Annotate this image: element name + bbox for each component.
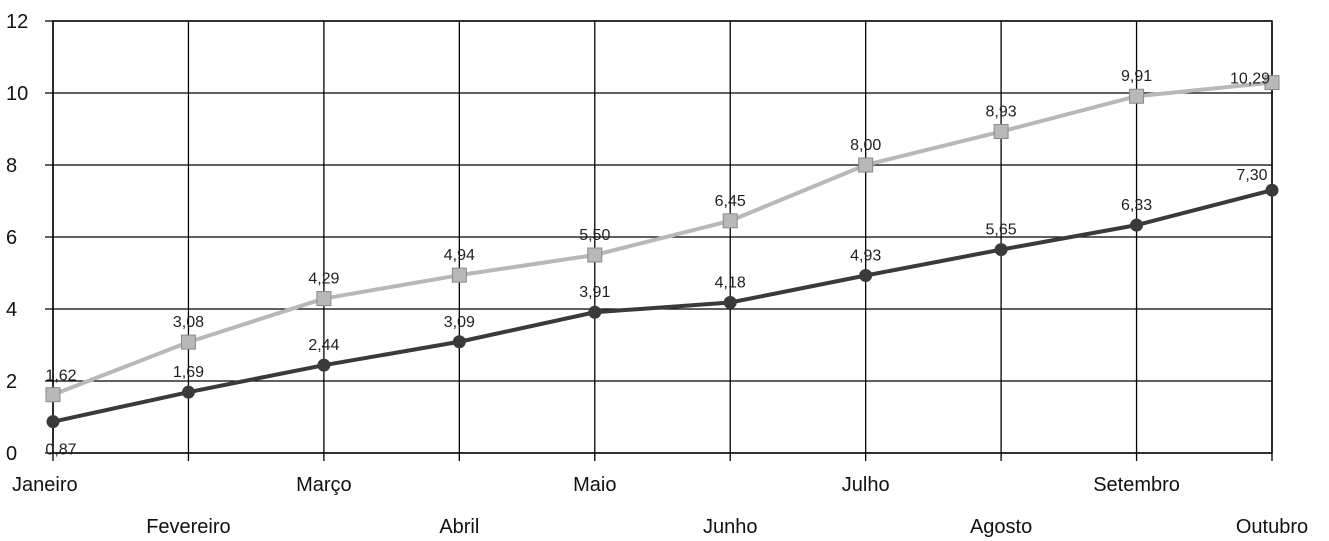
data-point bbox=[181, 335, 195, 349]
data-label: 5,50 bbox=[579, 227, 610, 244]
data-label: 7,30 bbox=[1236, 167, 1267, 184]
data-point bbox=[724, 296, 737, 309]
data-label: 4,29 bbox=[308, 271, 339, 288]
data-point bbox=[1266, 184, 1279, 197]
data-label: 2,44 bbox=[308, 337, 339, 354]
data-label: 8,93 bbox=[986, 104, 1017, 121]
x-tick-label: Janeiro bbox=[12, 474, 78, 496]
data-point bbox=[1130, 219, 1143, 232]
data-label: 4,18 bbox=[715, 275, 746, 292]
data-label: 3,09 bbox=[444, 314, 475, 331]
data-label: 0,87 bbox=[45, 442, 76, 459]
x-tick-label: Outubro bbox=[1236, 516, 1308, 538]
data-point bbox=[452, 268, 466, 282]
data-point bbox=[1130, 89, 1144, 103]
data-point bbox=[995, 243, 1008, 256]
data-label: 1,69 bbox=[173, 364, 204, 381]
y-tick-label: 6 bbox=[6, 227, 17, 249]
x-tick-label: Julho bbox=[842, 474, 890, 496]
data-label: 6,45 bbox=[715, 193, 746, 210]
data-label: 10,29 bbox=[1230, 71, 1270, 88]
x-tick-label: Junho bbox=[703, 516, 758, 538]
data-point bbox=[859, 269, 872, 282]
grid bbox=[45, 21, 1272, 461]
data-point bbox=[859, 158, 873, 172]
data-point bbox=[723, 214, 737, 228]
y-tick-label: 12 bbox=[6, 11, 28, 33]
x-tick-label: Fevereiro bbox=[146, 516, 230, 538]
series-line bbox=[53, 190, 1272, 421]
x-tick-label: Maio bbox=[573, 474, 616, 496]
data-label: 4,94 bbox=[444, 247, 475, 264]
x-tick-label: Abril bbox=[439, 516, 479, 538]
data-point bbox=[994, 125, 1008, 139]
data-point bbox=[182, 386, 195, 399]
data-point bbox=[588, 248, 602, 262]
data-label: 5,65 bbox=[986, 222, 1017, 239]
series-group bbox=[46, 76, 1279, 429]
y-tick-label: 4 bbox=[6, 299, 17, 321]
x-tick-label: Setembro bbox=[1093, 474, 1180, 496]
series-line bbox=[53, 83, 1272, 395]
y-tick-label: 10 bbox=[6, 83, 28, 105]
data-label: 3,91 bbox=[579, 284, 610, 301]
data-label: 9,91 bbox=[1121, 68, 1152, 85]
y-tick-label: 2 bbox=[6, 371, 17, 393]
x-tick-label: Agosto bbox=[970, 516, 1032, 538]
axes: 0 2 4 6 8 10 12 Janeiro Fevereiro Março Abril Maio J… bbox=[6, 11, 1308, 538]
data-label: 1,62 bbox=[45, 368, 76, 385]
data-label: 4,93 bbox=[850, 248, 881, 265]
data-point bbox=[317, 292, 331, 306]
data-point bbox=[46, 388, 60, 402]
y-tick-label: 8 bbox=[6, 155, 17, 177]
data-label: 6,33 bbox=[1121, 197, 1152, 214]
data-point bbox=[588, 306, 601, 319]
data-label: 8,00 bbox=[850, 137, 881, 154]
data-point bbox=[317, 359, 330, 372]
x-tick-label: Março bbox=[296, 474, 352, 496]
data-point bbox=[453, 335, 466, 348]
data-label: 3,08 bbox=[173, 314, 204, 331]
y-tick-label: 0 bbox=[6, 443, 17, 465]
labels-group: 1,62 3,08 4,29 4,94 5,50 6,45 8,00 8,93 9,91 10,2… bbox=[45, 68, 1270, 458]
data-point bbox=[47, 415, 60, 428]
